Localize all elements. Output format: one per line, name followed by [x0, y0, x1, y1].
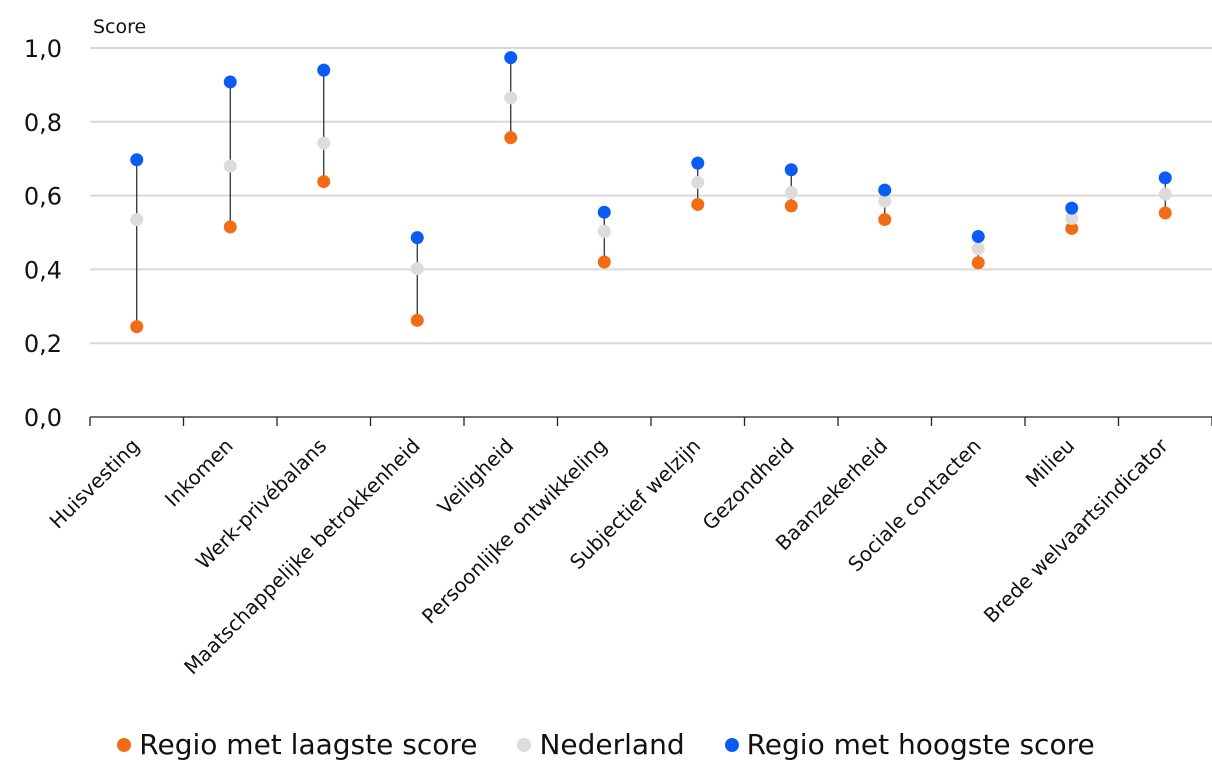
point-netherlands	[597, 224, 611, 238]
point-netherlands	[878, 194, 892, 208]
category-label: Persoonlijke ontwikkeling	[417, 434, 612, 629]
category-label: Brede welvaartsindicator	[979, 433, 1173, 627]
point-lowest	[784, 199, 798, 213]
point-lowest	[691, 197, 705, 211]
point-lowest	[878, 213, 892, 227]
point-lowest	[1158, 206, 1172, 220]
legend-marker-netherlands	[517, 737, 532, 752]
point-netherlands	[784, 186, 798, 200]
point-highest	[223, 75, 237, 89]
point-highest	[691, 156, 705, 170]
point-netherlands	[223, 159, 237, 173]
point-netherlands	[1065, 211, 1079, 225]
legend-item-lowest: Regio met laagste score	[117, 728, 477, 761]
point-highest	[317, 63, 331, 77]
range-lines	[136, 57, 1166, 327]
category-label: Huisvesting	[45, 434, 145, 534]
point-netherlands	[317, 136, 331, 150]
point-lowest	[1065, 221, 1079, 235]
legend-label-lowest: Regio met laagste score	[139, 728, 478, 761]
legend-item-netherlands: Nederland	[517, 728, 685, 761]
point-lowest	[971, 256, 985, 270]
point-netherlands	[504, 91, 518, 105]
legend: Regio met laagste score Nederland Regio …	[0, 728, 1212, 761]
point-lowest	[597, 255, 611, 269]
legend-label-netherlands: Nederland	[539, 728, 685, 761]
point-netherlands	[691, 175, 705, 189]
y-tick-label: 0,6	[24, 183, 62, 211]
point-netherlands	[1158, 187, 1172, 201]
x-axis	[89, 416, 1212, 426]
legend-marker-highest	[724, 737, 739, 752]
point-lowest	[317, 175, 331, 189]
point-netherlands	[971, 242, 985, 256]
y-tick-label: 0,2	[24, 330, 62, 358]
y-axis-label: Score	[93, 16, 146, 38]
legend-label-highest: Regio met hoogste score	[746, 728, 1095, 761]
category-label: Inkomen	[160, 434, 238, 512]
point-lowest	[130, 320, 144, 334]
category-label: Veiligheid	[433, 434, 519, 520]
point-highest	[878, 183, 892, 197]
data-points	[130, 51, 1172, 334]
point-netherlands	[130, 213, 144, 227]
point-lowest	[504, 131, 518, 145]
point-highest	[1158, 171, 1172, 185]
point-highest	[597, 205, 611, 219]
point-highest	[130, 153, 144, 167]
point-highest	[1065, 201, 1079, 215]
category-label: Milieu	[1021, 434, 1080, 493]
legend-item-highest: Regio met hoogste score	[724, 728, 1095, 761]
y-tick-label: 0,0	[24, 404, 62, 432]
y-tick-label: 0,8	[24, 109, 62, 137]
point-highest	[971, 230, 985, 244]
point-highest	[504, 51, 518, 65]
point-highest	[410, 231, 424, 245]
point-highest	[784, 163, 798, 177]
category-labels: Huisvesting InkomenWerk-privébalansMaatsc…	[45, 433, 1174, 679]
y-tick-label: 0,4	[24, 256, 62, 284]
y-tick-label: 1,0	[24, 35, 62, 63]
y-tick-labels: 0,0 0,2 0,4 0,6 0,8 1,0	[24, 35, 62, 432]
point-lowest	[223, 220, 237, 234]
category-label: Gezondheid	[698, 434, 799, 535]
legend-marker-lowest	[117, 737, 132, 752]
point-lowest	[410, 313, 424, 327]
grid	[90, 47, 1212, 345]
point-netherlands	[410, 262, 424, 276]
